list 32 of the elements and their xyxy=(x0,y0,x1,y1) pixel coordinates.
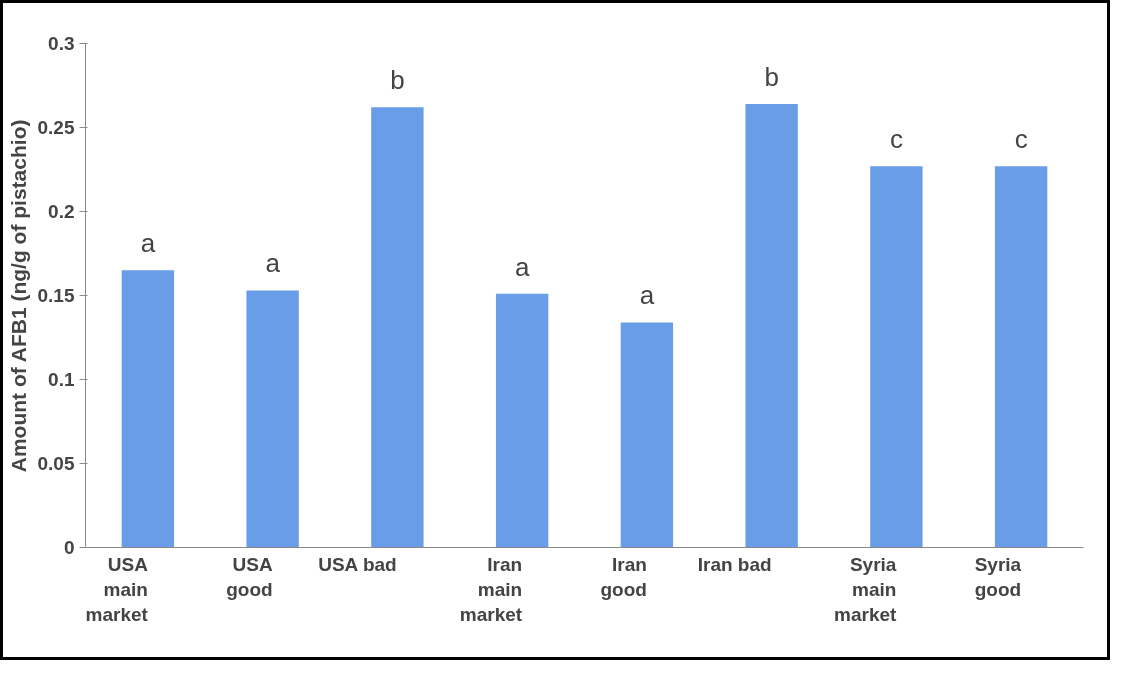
bar xyxy=(994,166,1048,548)
x-tick-label: Iran bad xyxy=(697,553,772,575)
annotation: c xyxy=(1014,124,1028,155)
x-tick-label: Syria good xyxy=(974,553,1022,600)
annotation: b xyxy=(764,61,779,92)
annotation: b xyxy=(390,65,405,96)
y-tick-label: 0.05 xyxy=(37,453,75,474)
x-tick-label: USA main market xyxy=(85,553,149,626)
y-tick-label: 0.15 xyxy=(37,285,75,306)
y-tick-label: 0.25 xyxy=(37,117,75,138)
y-axis-title: Amount of AFB1 (ng/g of pistachio) xyxy=(6,119,30,473)
y-tick-label: 0 xyxy=(63,537,75,558)
bar xyxy=(371,107,424,548)
bar xyxy=(495,293,549,548)
bar xyxy=(745,103,798,548)
x-tick-label: Iran good xyxy=(600,553,647,600)
x-tick-label: USA bad xyxy=(318,553,397,575)
x-tick-label: Iran main market xyxy=(459,553,523,626)
y-tick-label: 0.1 xyxy=(48,369,75,390)
bar xyxy=(246,290,299,548)
x-tick-label: USA good xyxy=(226,553,273,600)
bar xyxy=(870,166,923,548)
x-tick-label: Syria main market xyxy=(834,553,898,626)
annotation: a xyxy=(514,251,530,282)
y-tick-label: 0.3 xyxy=(48,33,75,54)
bar xyxy=(121,270,175,548)
bar xyxy=(620,322,674,548)
y-tick-label: 0.2 xyxy=(48,201,75,222)
annotation: a xyxy=(265,248,281,279)
annotation: a xyxy=(140,228,156,259)
annotation: a xyxy=(639,280,655,311)
annotation: c xyxy=(889,124,903,155)
